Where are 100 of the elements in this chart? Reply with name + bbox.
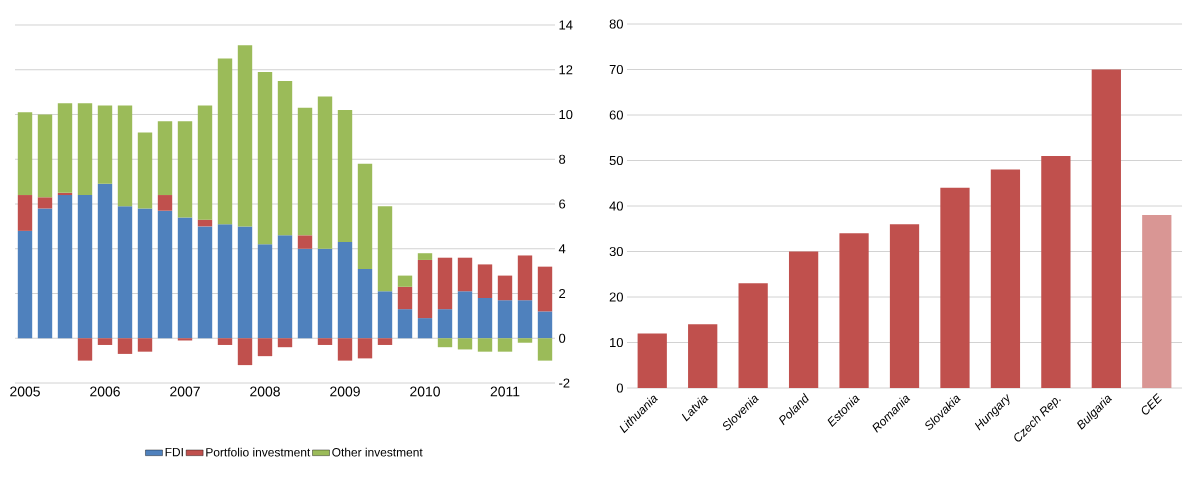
bar [537, 311, 553, 339]
y-tick-label: 14 [559, 20, 573, 30]
bar [477, 297, 493, 339]
bar [940, 187, 970, 388]
bar [477, 338, 493, 352]
bar [437, 338, 453, 348]
bar [688, 324, 718, 388]
y-tick-label: 80 [609, 19, 623, 29]
y-tick-label: 2 [559, 288, 566, 299]
bar [1041, 155, 1071, 388]
bar [337, 242, 353, 339]
bar [637, 333, 667, 388]
bar [417, 253, 433, 260]
bar [990, 169, 1021, 388]
bar [237, 338, 253, 366]
bar [237, 45, 253, 227]
bar [417, 259, 433, 319]
bar [277, 80, 293, 236]
bar [738, 283, 768, 388]
y-tick-label: 12 [559, 65, 573, 75]
bar [77, 338, 93, 361]
bar [217, 58, 233, 225]
x-tick-label: 2008 [250, 386, 280, 397]
bar [37, 114, 53, 198]
bar [277, 338, 293, 348]
y-tick-label: 70 [609, 64, 623, 75]
y-tick-label: 10 [559, 109, 573, 120]
bar [457, 338, 473, 350]
bar [497, 275, 513, 301]
bar [517, 338, 533, 343]
bar [257, 244, 273, 339]
bar [77, 195, 93, 339]
bar [1142, 215, 1172, 388]
legend-label: Other investment [332, 447, 423, 457]
bar [317, 248, 333, 339]
bar [117, 105, 133, 207]
x-tick-label: 2005 [10, 386, 40, 397]
bar [17, 230, 33, 339]
bar [517, 255, 533, 301]
bar [317, 338, 333, 345]
bar [17, 112, 33, 196]
bar [397, 275, 413, 287]
x-tick-label: 2009 [330, 386, 360, 397]
y-tick-label: 10 [610, 337, 623, 348]
bar [217, 224, 233, 339]
bar [137, 338, 153, 352]
bar [97, 338, 113, 345]
bar [97, 105, 113, 184]
bar [457, 291, 473, 339]
bar [839, 233, 869, 388]
y-tick-label: 0 [616, 383, 623, 393]
bar [337, 110, 353, 243]
bar [297, 235, 313, 249]
bar [37, 197, 53, 209]
bar [297, 107, 313, 236]
bar [497, 300, 513, 339]
y-tick-label: 6 [559, 199, 566, 209]
bar [137, 132, 153, 209]
bar [157, 121, 173, 196]
bar [117, 206, 133, 339]
bar [788, 251, 819, 388]
bar [377, 338, 393, 345]
y-tick-label: 8 [559, 154, 566, 164]
bar [377, 206, 393, 292]
y-tick-label: -2 [559, 378, 570, 388]
bar [177, 121, 193, 218]
bar [477, 264, 493, 298]
bar [357, 163, 373, 269]
bar [77, 103, 93, 196]
x-tick-label: 2010 [410, 386, 440, 397]
bar [17, 195, 33, 231]
x-tick-label: 2006 [90, 386, 120, 397]
legend-label: Portfolio investment [206, 447, 311, 457]
bar [537, 338, 553, 361]
bar [889, 224, 920, 388]
bar [157, 210, 173, 339]
bar [177, 217, 193, 339]
bar [517, 300, 533, 339]
bar [297, 248, 313, 339]
y-tick-label: 60 [609, 110, 623, 120]
bar [457, 257, 473, 292]
bar [537, 266, 553, 312]
bar [57, 103, 73, 193]
bar [257, 71, 273, 245]
legend-label: FDI [165, 447, 183, 457]
y-tick-label: 50 [609, 155, 623, 166]
bar [357, 268, 373, 339]
bar [437, 309, 453, 339]
y-tick-label: 20 [609, 292, 623, 302]
y-tick-label: 40 [609, 201, 623, 211]
bar [257, 338, 273, 357]
bar [397, 286, 413, 310]
x-tick-label: 2011 [490, 386, 520, 397]
bar [157, 195, 173, 211]
bar [377, 291, 393, 339]
bar [97, 183, 113, 339]
bar [357, 338, 373, 359]
bar [277, 235, 293, 339]
bar [57, 195, 73, 339]
bar [1091, 69, 1121, 388]
